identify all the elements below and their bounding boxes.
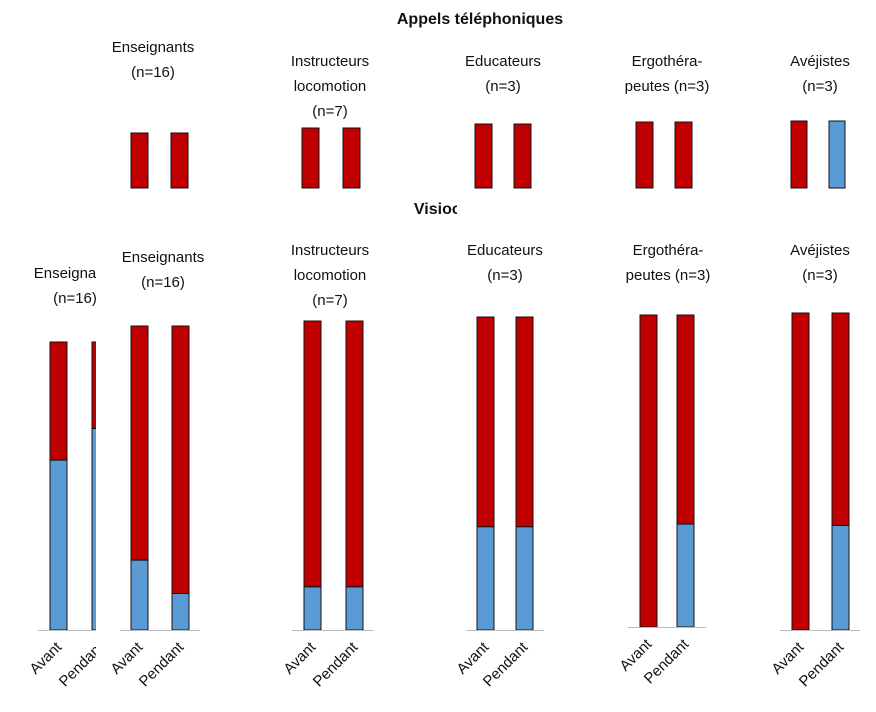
panel-title: (n=7): [312, 292, 347, 309]
panel-bg: [286, 233, 382, 698]
bar-segment: [676, 523, 695, 628]
bar-segment: [303, 586, 322, 631]
bar-segment: [828, 120, 846, 189]
bar-segment: [171, 593, 190, 631]
panel-title: Instructeurs: [291, 242, 369, 259]
section-title: Appels téléphoniques: [397, 11, 563, 28]
bar-segment: [515, 526, 534, 631]
panel: Ergothéra-peutes (n=3): [618, 44, 714, 256]
panel-title: locomotion: [294, 78, 367, 95]
bar-segment: [49, 459, 68, 631]
panel-bg: [457, 44, 553, 256]
bar-segment: [345, 320, 364, 588]
panel-title: Educateurs: [467, 242, 543, 259]
bar-segment: [49, 341, 68, 461]
panel-title: Enseignants: [112, 39, 195, 56]
panel-bg: [459, 233, 555, 698]
bar-segment: [301, 127, 320, 189]
bar-segment: [476, 316, 495, 528]
panel: Instructeurs locomotion (n=7): [284, 44, 380, 256]
panel-bg: [113, 30, 209, 256]
bar-segment: [91, 427, 96, 631]
panel-bg: [113, 240, 209, 698]
panel-title: Ergothéra-: [632, 53, 703, 70]
bar-segment: [171, 325, 190, 595]
panel-title: Enseignants: [34, 265, 117, 282]
panel-title: (n=16): [53, 290, 97, 307]
bar-segment: [345, 586, 364, 631]
bar-segment: [130, 559, 149, 631]
bar-segment: [639, 314, 658, 628]
panel-bg: [284, 44, 380, 256]
panel-bg: [618, 44, 714, 256]
panel-title: Avéjistes: [790, 242, 850, 259]
panel: Enseignants (n=16): [112, 30, 209, 256]
panel-title: (n=3): [487, 267, 522, 284]
panel-bg: [773, 44, 869, 256]
bar-segment: [635, 121, 654, 189]
bar-segment: [831, 312, 850, 526]
bar-segment: [91, 341, 96, 429]
bar-segment: [674, 121, 693, 189]
bar-segment: [130, 132, 149, 189]
panel-title: (n=16): [131, 64, 175, 81]
bar-segment: [515, 316, 534, 528]
bar-segment: [342, 127, 361, 189]
x-tick-label: Pendant: [56, 638, 108, 690]
bar-segment: [303, 320, 322, 588]
panel-title: (n=3): [802, 267, 837, 284]
panel-title: Instructeurs: [291, 53, 369, 70]
bar-segment: [130, 325, 149, 561]
bar-segment: [474, 123, 493, 189]
x-tick-label: Avant: [26, 638, 66, 678]
panel-title: Ergothéra-: [633, 242, 704, 259]
panel: Avéjistes (n=3): [773, 44, 869, 256]
panel-title: peutes (n=3): [626, 267, 711, 284]
panel-title: Enseignants: [122, 249, 205, 266]
bar-segment: [513, 123, 532, 189]
bar-segment: [170, 132, 189, 189]
panel-title: (n=16): [141, 274, 185, 291]
panel-title: (n=3): [802, 78, 837, 95]
bar-segment: [476, 526, 495, 631]
bar-segment: [791, 312, 810, 631]
panel-title: (n=3): [485, 78, 520, 95]
bar-segment: [676, 314, 695, 525]
panel-title: Avéjistes: [790, 53, 850, 70]
panel-bg: [774, 233, 870, 698]
panel-title: Educateurs: [465, 53, 541, 70]
bar-segment: [831, 524, 850, 631]
panel-title: (n=7): [312, 103, 347, 120]
panel: Educateurs (n=3): [457, 44, 553, 256]
bar-segment: [790, 120, 808, 189]
panel-title: peutes (n=3): [625, 78, 710, 95]
panel-title: locomotion: [294, 267, 367, 284]
panel-bg: [622, 233, 718, 695]
